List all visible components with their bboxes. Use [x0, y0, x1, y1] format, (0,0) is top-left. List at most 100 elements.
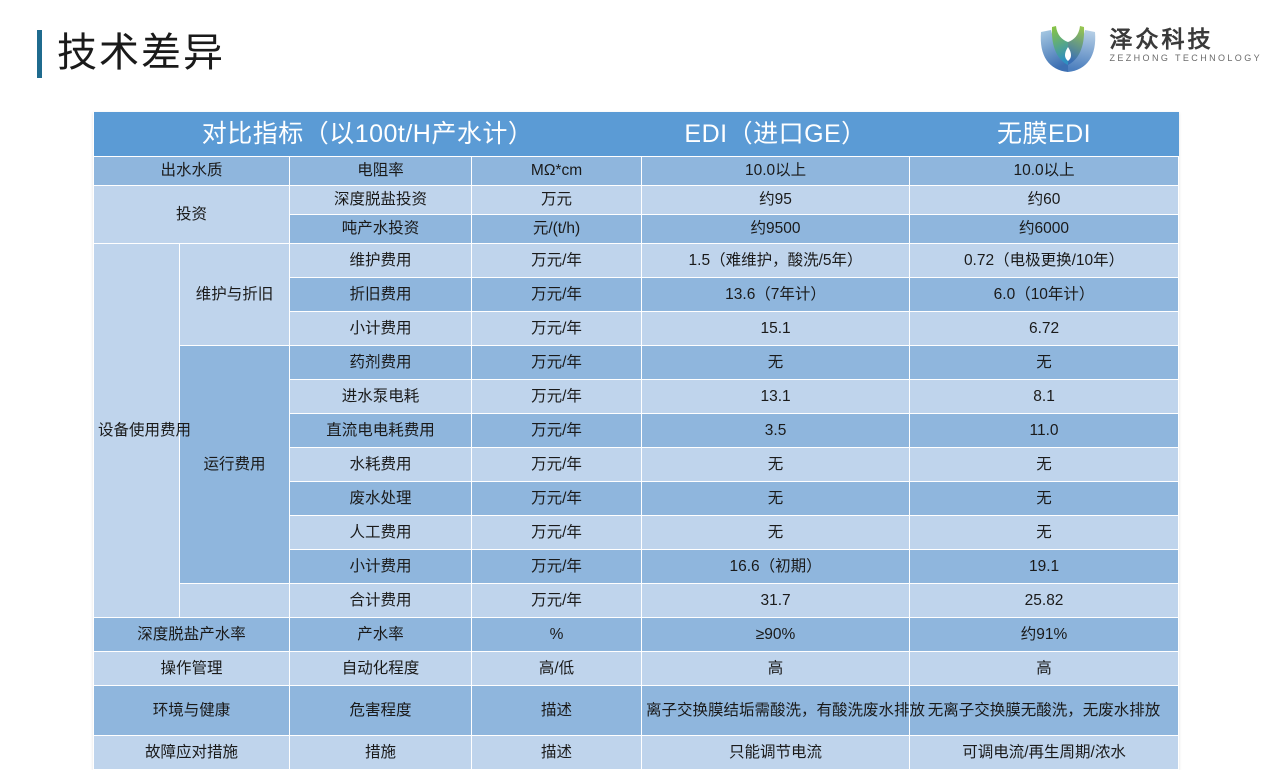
table-row: 折旧费用 万元/年 13.6（7年计） 6.0（10年计）	[94, 277, 1180, 312]
row-group-label: 环境与健康	[93, 685, 290, 736]
row-edi-value: 无	[641, 481, 911, 516]
row-unit: 万元/年	[470, 583, 643, 618]
row-unit: 万元/年	[470, 413, 643, 448]
table-row: 操作管理 自动化程度 高/低 高 高	[93, 651, 1180, 686]
header-edi: EDI（进口GE）	[641, 112, 910, 157]
row-mfedi-value: 可调电流/再生周期/浓水	[909, 735, 1180, 770]
table-row: 运行费用 药剂费用 万元/年 无 无	[94, 345, 1180, 584]
row-mfedi-value: 无	[909, 447, 1180, 482]
logo-name-en: ZEZHONG TECHNOLOGY	[1109, 53, 1262, 63]
row-item-label: 产水率	[289, 617, 472, 652]
row-mfedi-value: 19.1	[909, 549, 1180, 584]
row-unit: 万元/年	[470, 481, 643, 516]
table-row: 深度脱盐产水率 产水率 % ≥90% 约91%	[93, 617, 1180, 652]
row-item-label: 小计费用	[289, 311, 472, 346]
row-item-label: 深度脱盐投资	[289, 185, 472, 215]
row-edi-value: 15.1	[641, 311, 911, 346]
row-edi-value: 高	[641, 651, 911, 686]
row-edi-value: 10.0以上	[641, 156, 911, 186]
row-group-label: 设备使用费用	[93, 243, 191, 618]
row-mfedi-value: 6.72	[909, 311, 1180, 346]
row-item-label: 电阻率	[289, 156, 472, 186]
row-subgroup-label: 运行费用	[179, 345, 290, 584]
lotus-leaf-icon	[1041, 26, 1096, 72]
row-unit: 描述	[470, 685, 643, 736]
table-row: 废水处理 万元/年 无 无	[94, 481, 1180, 516]
row-unit: 万元/年	[470, 345, 643, 380]
row-item-label: 进水泵电耗	[289, 379, 472, 414]
row-edi-value: 31.7	[641, 583, 911, 618]
row-edi-value: 约95	[641, 185, 911, 215]
row-edi-value: 无	[641, 447, 911, 482]
row-mfedi-value: 约91%	[909, 617, 1180, 652]
table-row: 直流电电耗费用 万元/年 3.5 11.0	[94, 413, 1180, 448]
row-group-label: 深度脱盐产水率	[93, 617, 290, 652]
table-row: 环境与健康 危害程度 描述 离子交换膜结垢需酸洗，有酸洗废水排放 无离子交换膜无…	[93, 685, 1180, 736]
row-unit: 万元/年	[470, 311, 643, 346]
row-unit: 万元/年	[470, 243, 643, 278]
row-item-label: 废水处理	[289, 481, 472, 516]
row-unit: 高/低	[470, 651, 643, 686]
title-accent-bar	[37, 30, 42, 78]
row-mfedi-value: 6.0（10年计）	[909, 277, 1180, 312]
row-edi-value: 13.6（7年计）	[641, 277, 911, 312]
table-row: 小计费用 万元/年 15.1 6.72	[94, 311, 1180, 346]
row-unit: MΩ*cm	[470, 156, 643, 186]
row-item-label: 自动化程度	[289, 651, 472, 686]
row-item-label: 人工费用	[289, 515, 472, 550]
company-logo: 泽众科技 ZEZHONG TECHNOLOGY	[1037, 14, 1262, 76]
table-row: 设备使用费用 维护与折旧 维护费用 万元/年 1.5（难维护，酸洗/5年） 0.…	[93, 243, 1180, 618]
table-row: 投资 深度脱盐投资 万元 约95 约60	[93, 185, 1180, 244]
table-row: 合计费用 万元/年 31.7 25.82	[94, 583, 1180, 618]
header-metric: 对比指标（以100t/H产水计）	[93, 112, 642, 157]
row-unit: 万元/年	[470, 549, 643, 584]
row-edi-value: 1.5（难维护，酸洗/5年）	[641, 243, 911, 278]
row-mfedi-value: 无	[909, 515, 1180, 550]
row-mfedi-value: 0.72（电极更换/10年）	[909, 243, 1180, 278]
row-mfedi-value: 8.1	[909, 379, 1180, 414]
table-header-row: 对比指标（以100t/H产水计） EDI（进口GE） 无膜EDI	[93, 112, 1179, 157]
row-unit: %	[470, 617, 643, 652]
table-row: 小计费用 万元/年 16.6（初期） 19.1	[94, 549, 1180, 584]
header-membrane-free-edi: 无膜EDI	[909, 112, 1179, 157]
row-edi-value: ≥90%	[641, 617, 911, 652]
logo-name-cn: 泽众科技	[1109, 26, 1214, 52]
row-subgroup-label: 维护与折旧	[179, 243, 290, 346]
row-unit: 万元/年	[470, 447, 643, 482]
row-item-label: 折旧费用	[289, 277, 472, 312]
row-item-label: 维护费用	[289, 243, 472, 278]
table-row: 进水泵电耗 万元/年 13.1 8.1	[94, 379, 1180, 414]
row-item-label: 小计费用	[289, 549, 472, 584]
row-item-label: 直流电电耗费用	[289, 413, 472, 448]
slide-header: 技术差异 泽众科技	[0, 0, 1280, 100]
row-mfedi-value: 25.82	[909, 583, 1180, 618]
table-row: 出水水质 电阻率 MΩ*cm 10.0以上 10.0以上	[93, 156, 1180, 186]
technology-comparison-table: 对比指标（以100t/H产水计） EDI（进口GE） 无膜EDI 出水水质 电阻…	[93, 112, 1180, 770]
row-item-label: 吨产水投资	[289, 214, 472, 244]
row-mfedi-value: 约60	[909, 185, 1180, 215]
row-edi-value: 13.1	[641, 379, 911, 414]
row-group-label: 出水水质	[93, 156, 290, 186]
row-item-label: 措施	[289, 735, 472, 770]
table-row: 水耗费用 万元/年 无 无	[94, 447, 1180, 482]
table-row: 人工费用 万元/年 无 无	[94, 515, 1180, 550]
row-group-label: 投资	[93, 185, 290, 244]
row-mfedi-value: 10.0以上	[909, 156, 1180, 186]
page-title: 技术差异	[57, 31, 225, 75]
row-subgroup-label	[179, 583, 290, 618]
row-unit: 万元/年	[470, 379, 643, 414]
row-edi-value: 无	[641, 515, 911, 550]
row-edi-value: 约9500	[641, 214, 911, 244]
row-edi-value: 3.5	[641, 413, 911, 448]
row-unit: 万元	[470, 185, 643, 215]
row-edi-value: 无	[641, 345, 911, 380]
table-row: 吨产水投资 元/(t/h) 约9500 约6000	[94, 214, 1180, 244]
row-unit: 万元/年	[470, 515, 643, 550]
row-group-label: 操作管理	[93, 651, 290, 686]
row-unit: 万元/年	[470, 277, 643, 312]
row-item-label: 危害程度	[289, 685, 472, 736]
row-item-label: 合计费用	[289, 583, 472, 618]
row-unit: 元/(t/h)	[470, 214, 643, 244]
row-edi-value: 16.6（初期）	[641, 549, 911, 584]
row-unit: 描述	[470, 735, 643, 770]
